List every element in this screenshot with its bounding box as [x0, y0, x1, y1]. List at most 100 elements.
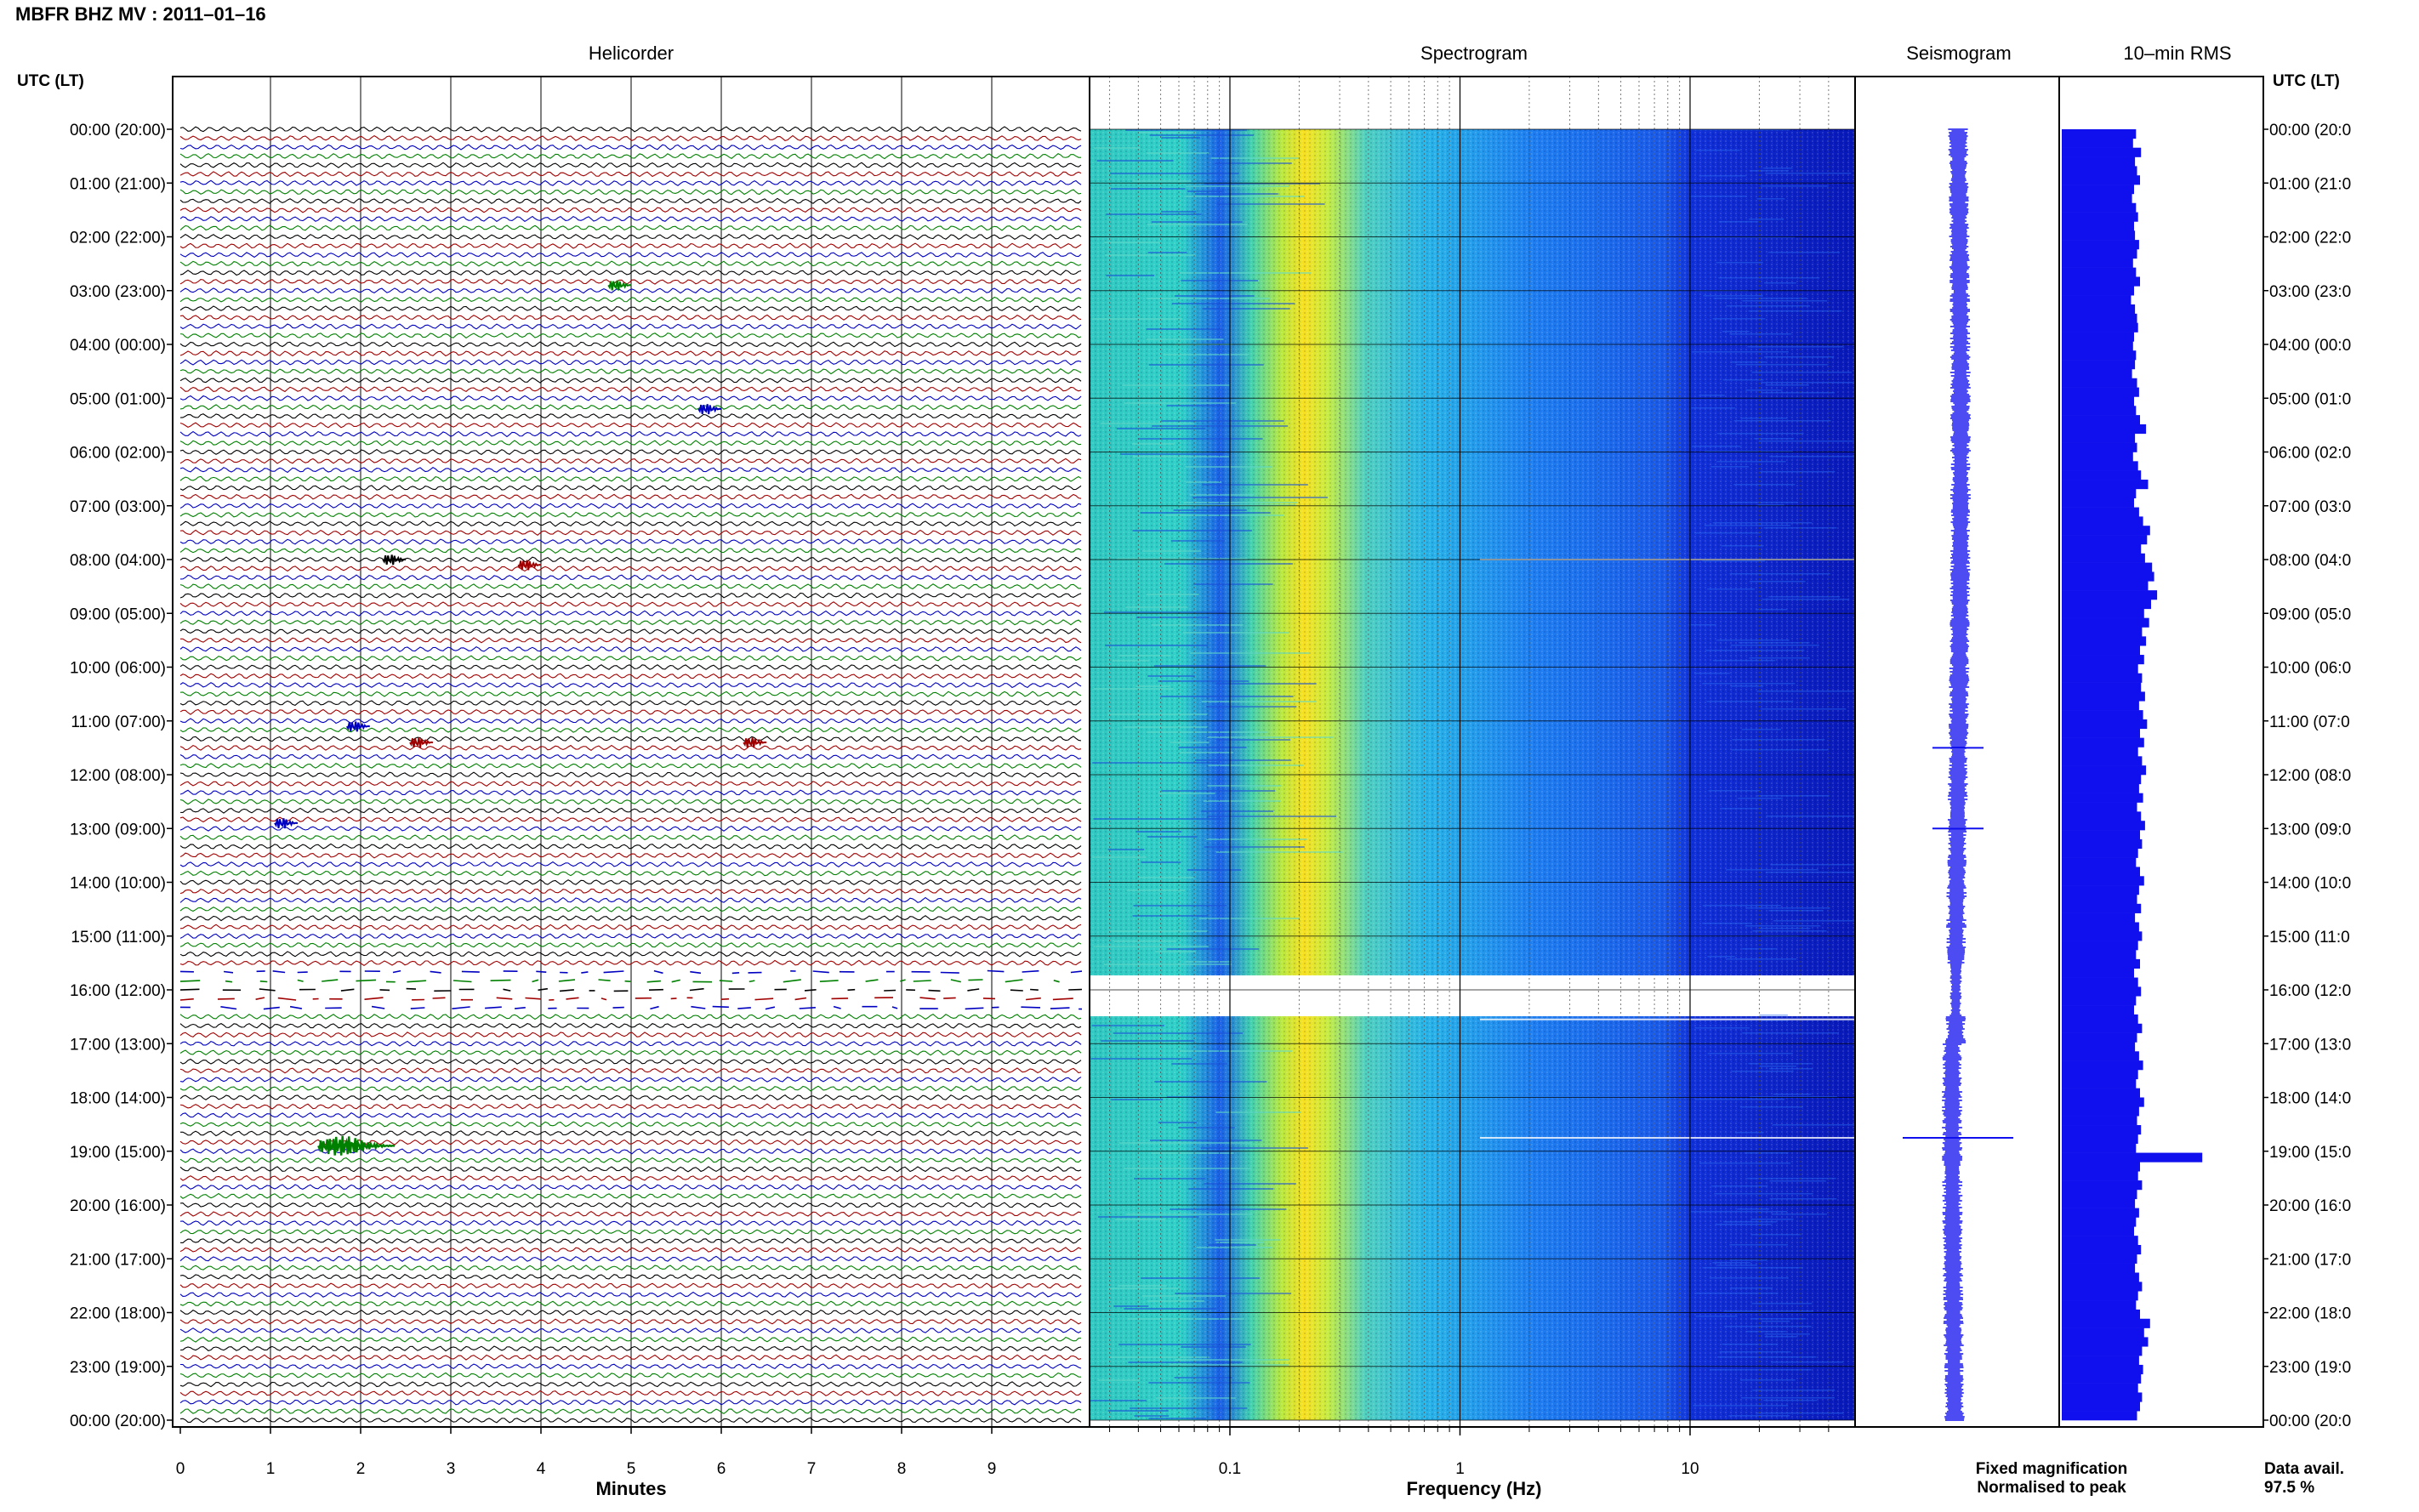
spectrogram-streak	[1147, 836, 1198, 838]
rms-bar	[2062, 488, 2137, 499]
helicorder-trace	[179, 1399, 1082, 1406]
spectrogram-streak	[1757, 198, 1785, 200]
left-time-label: 15:00 (11:00)	[71, 929, 166, 946]
spectrogram-streak	[1216, 203, 1325, 205]
right-time-axis: 00:00 (20:0 01:00 (21:0 02:00 (22:0 03:00 (…	[2263, 122, 2351, 1430]
spectrogram-streak	[1154, 1081, 1267, 1083]
spectrogram-streak	[1111, 188, 1186, 190]
spectrogram-streak	[1123, 726, 1208, 728]
right-time-label: 02:00 (22:0	[2269, 230, 2351, 247]
helicorder-event	[697, 404, 722, 415]
spectrogram-streak	[1190, 652, 1309, 654]
helicorder-trace	[179, 1166, 1082, 1173]
helicorder-trace	[179, 906, 1082, 912]
helicorder-trace	[179, 780, 1082, 787]
seismogram-panel	[1854, 76, 2060, 1428]
rms-bar	[2062, 175, 2140, 185]
spectrogram-streak	[1147, 1300, 1204, 1302]
helicorder-trace	[179, 458, 1082, 464]
spectrogram-streak	[1761, 708, 1847, 710]
helicorder-trace	[179, 1013, 1082, 1020]
rms-bar	[2062, 433, 2136, 443]
spectrogram-streak	[1202, 484, 1308, 486]
spectrogram-streak	[1158, 793, 1215, 794]
rms-bar	[2062, 977, 2138, 987]
spectrogram-streak	[1204, 1183, 1296, 1185]
left-time-label: 00:00 (20:00)	[70, 122, 166, 139]
right-time-label: 01:00 (21:0	[2269, 175, 2351, 193]
spectrogram-streak	[1201, 701, 1317, 702]
helicorder-trace	[179, 1381, 1082, 1388]
helicorder-trace	[179, 1282, 1082, 1289]
spectrogram-streak	[1712, 1262, 1750, 1264]
rms-bar	[2062, 830, 2140, 840]
helicorder-trace	[179, 197, 1082, 204]
spectrogram-streak	[1744, 1152, 1789, 1154]
spectrogram-streak	[1208, 765, 1304, 766]
right-time-label: 06:00 (02:0	[2269, 445, 2351, 463]
rms-bar	[2062, 876, 2144, 886]
rms-bar	[2062, 931, 2143, 941]
spectrogram-streak	[1755, 609, 1787, 611]
spectrogram-streak	[1759, 1015, 1788, 1016]
spectrogram-streak	[1210, 157, 1299, 159]
helicorder-x-tick-label: 7	[807, 1460, 817, 1478]
spectrogram-streak	[1215, 1111, 1301, 1113]
helicorder-trace	[179, 601, 1082, 608]
spectrogram-streak	[1171, 303, 1295, 304]
helicorder-trace	[179, 493, 1082, 500]
spectrogram-streak	[1104, 242, 1160, 243]
helicorder-trace	[179, 1390, 1082, 1396]
rms-bar	[2062, 129, 2137, 139]
spectrogram-streak	[1751, 1303, 1813, 1305]
rms-bar	[2062, 958, 2140, 969]
helicorder-trace	[179, 718, 1082, 725]
helicorder-trace	[179, 762, 1082, 770]
left-time-label: 07:00 (03:00)	[70, 498, 166, 516]
helicorder-trace	[179, 529, 1082, 537]
helicorder-trace	[179, 171, 1082, 178]
spectrogram-streak	[1138, 877, 1195, 878]
helicorder-trace	[179, 395, 1082, 401]
spectrogram-streak	[1164, 514, 1284, 516]
spectrogram-streak	[1769, 1198, 1837, 1200]
rms-bar	[2062, 230, 2136, 241]
rms-bar	[2062, 737, 2144, 747]
spectrogram-streak	[1706, 701, 1794, 702]
spectrogram-streak	[1125, 129, 1248, 131]
rms-bar	[2062, 1226, 2134, 1236]
spectrogram-streak	[1147, 224, 1248, 225]
spectrogram-streak	[1694, 1027, 1750, 1029]
spectrogram-streak	[1771, 1361, 1843, 1363]
seismogram-envelope	[1942, 128, 1971, 1421]
spectrogram-streak	[1707, 588, 1756, 590]
right-time-label: 18:00 (14:0	[2269, 1090, 2351, 1108]
rms-bar	[2062, 1337, 2149, 1347]
rms-bar	[2062, 682, 2142, 692]
rms-bar	[2062, 497, 2134, 508]
spectrogram-streak	[1739, 1106, 1803, 1108]
spectrogram-streak	[1748, 219, 1784, 220]
rms-bar	[2062, 608, 2144, 618]
helicorder-x-tick-label: 0	[176, 1460, 185, 1478]
helicorder-trace	[179, 1067, 1082, 1074]
spectrogram-streak	[1742, 729, 1782, 730]
helicorder-trace	[179, 645, 1082, 653]
spectrogram-streak	[1766, 816, 1867, 817]
rms-bar	[2062, 1383, 2138, 1393]
spectrogram-streak	[1750, 1234, 1801, 1236]
spectrogram-streak	[1134, 1178, 1206, 1179]
spectrogram-streak	[1153, 665, 1266, 667]
spectrogram-streak	[1127, 1318, 1244, 1320]
spectrogram-streak	[1767, 252, 1840, 253]
spectrogram-streak	[1136, 685, 1170, 687]
spectrogram-streak	[1208, 1244, 1256, 1246]
spectrogram-streak	[1707, 956, 1735, 958]
rms-bar	[2062, 627, 2143, 637]
helicorder-trace	[179, 1372, 1082, 1378]
spectrogram-streak	[1707, 1053, 1793, 1054]
left-time-label: 01:00 (21:00)	[70, 175, 166, 193]
spectrogram-streak	[1702, 905, 1781, 907]
rms-bar	[2062, 802, 2137, 812]
spectrogram-streak	[1109, 930, 1208, 932]
